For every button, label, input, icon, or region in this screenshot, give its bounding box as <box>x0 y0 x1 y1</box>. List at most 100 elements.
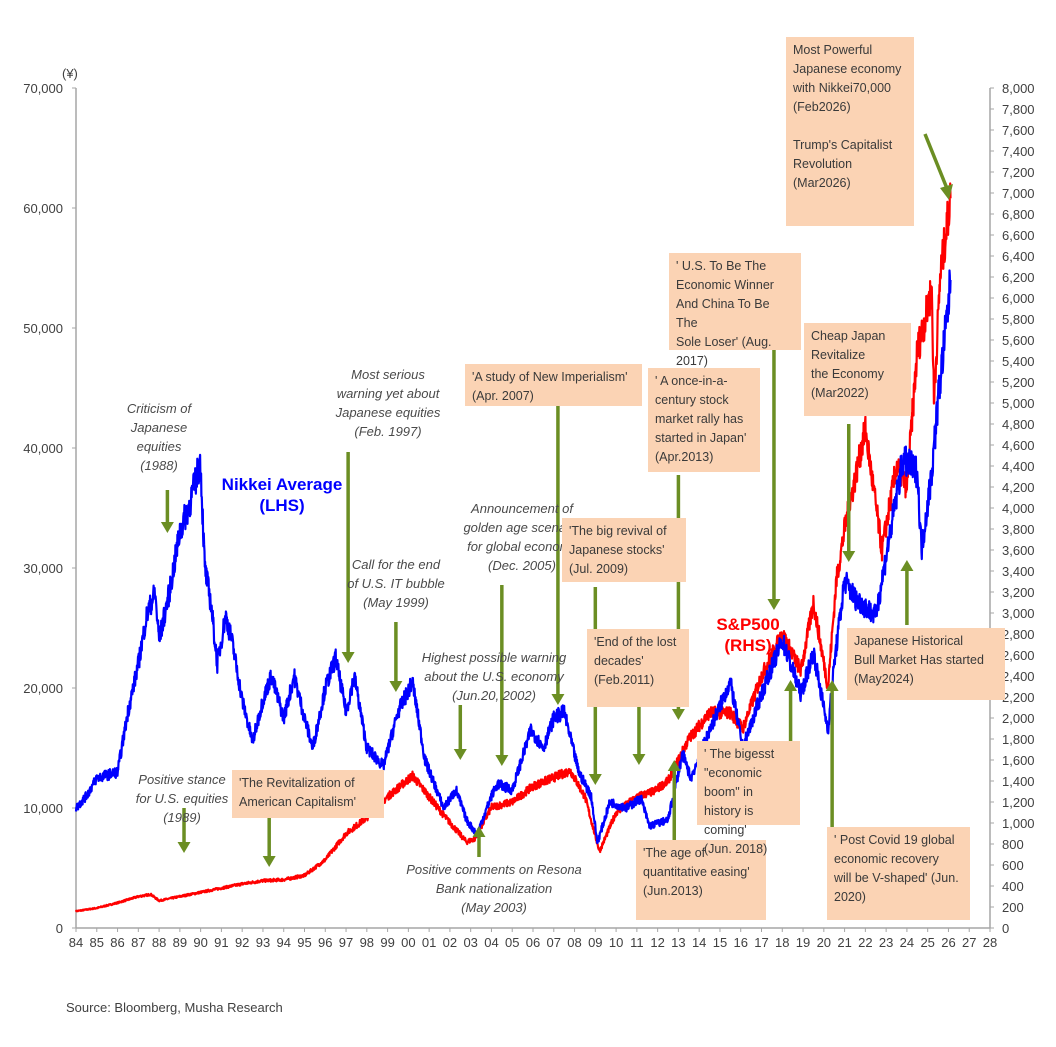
x-tick-label: 92 <box>235 935 249 950</box>
x-tick-label: 12 <box>650 935 664 950</box>
y-right-tick-label: 3,600 <box>1002 543 1035 558</box>
y-right-tick-label: 2,800 <box>1002 627 1035 642</box>
x-tick-label: 05 <box>505 935 519 950</box>
x-tick-label: 11 <box>630 935 644 950</box>
y-left-tick-label: 0 <box>56 921 63 936</box>
y-right-tick-label: 5,000 <box>1002 396 1035 411</box>
arrow-icon <box>767 350 781 610</box>
annotation-new-imperialism-2007: 'A study of New Imperialism' (Apr. 2007) <box>465 364 642 406</box>
annotation-end-it-bubble-1999: Call for the end of U.S. IT bubble (May … <box>347 557 445 610</box>
x-tick-label: 00 <box>401 935 415 950</box>
x-tick-label: 04 <box>484 935 498 950</box>
x-tick-label: 95 <box>297 935 311 950</box>
arrow-icon <box>784 680 798 741</box>
annotation-positive-stance-1989: Positive stance for U.S. equities (1989) <box>135 772 229 825</box>
annotation-criticism-1988: Criticism of Japanese equities (1988) <box>126 401 192 473</box>
arrow-head <box>842 551 856 562</box>
y-right-tick-label: 2,400 <box>1002 669 1035 684</box>
arrow-head <box>825 680 839 691</box>
y-right-tick-label: 800 <box>1002 837 1024 852</box>
y-left-tick-label: 20,000 <box>23 681 63 696</box>
annotation-most-powerful-2026: Most Powerful Japanese economy with Nikk… <box>786 37 914 226</box>
y-right-tick-label: 1,600 <box>1002 753 1035 768</box>
x-tick-label: 24 <box>900 935 914 950</box>
arrow-head <box>632 754 646 765</box>
y-right-tick-label: 3,800 <box>1002 522 1035 537</box>
x-tick-label: 20 <box>817 935 831 950</box>
arrow-icon <box>472 826 486 857</box>
source-note: Source: Bloomberg, Musha Research <box>66 1000 283 1015</box>
x-tick-label: 15 <box>713 935 727 950</box>
arrow-icon <box>453 705 467 760</box>
y-right-tick-label: 6,400 <box>1002 249 1035 264</box>
y-left-tick-label: 40,000 <box>23 441 63 456</box>
y-right-tick-label: 1,200 <box>1002 795 1035 810</box>
annotation-us-economic-winner-2017: ' U.S. To Be The Economic Winner And Chi… <box>669 253 801 368</box>
x-tick-label: 06 <box>526 935 540 950</box>
x-tick-label: 98 <box>360 935 374 950</box>
annotation-most-serious-warning-1997: Most serious warning yet about Japanese … <box>335 367 441 439</box>
x-tick-label: 16 <box>733 935 747 950</box>
arrow-head <box>389 681 403 692</box>
x-tick-label: 18 <box>775 935 789 950</box>
y-right-tick-label: 7,200 <box>1002 165 1035 180</box>
x-tick-label: 26 <box>941 935 955 950</box>
y-right-tick-label: 7,600 <box>1002 123 1035 138</box>
x-tick-label: 13 <box>671 935 685 950</box>
y-right-tick-label: 4,200 <box>1002 480 1035 495</box>
arrow-layer <box>160 133 953 867</box>
y-right-tick-label: 1,400 <box>1002 774 1035 789</box>
x-tick-label: 97 <box>339 935 353 950</box>
y-right-tick-label: 7,400 <box>1002 144 1035 159</box>
y-right-tick-label: 200 <box>1002 900 1024 915</box>
y-left-tick-label: 60,000 <box>23 201 63 216</box>
x-tick-label: 21 <box>837 935 851 950</box>
arrow-icon <box>632 707 646 765</box>
x-tick-label: 94 <box>276 935 290 950</box>
y-right-tick-label: 6,800 <box>1002 207 1035 222</box>
x-tick-label: 90 <box>193 935 207 950</box>
y-right-tick-label: 3,400 <box>1002 564 1035 579</box>
y-right-tick-label: 5,400 <box>1002 354 1035 369</box>
y-right-tick-label: 6,600 <box>1002 228 1035 243</box>
x-tick-label: 01 <box>422 935 436 950</box>
arrow-icon <box>160 490 174 533</box>
annotation-highest-warning-2002: Highest possible warning about the U.S. … <box>421 650 567 703</box>
y-right-tick-label: 7,800 <box>1002 102 1035 117</box>
y-right-tick-label: 6,200 <box>1002 270 1035 285</box>
x-tick-label: 07 <box>547 935 561 950</box>
y-right-tick-label: 7,000 <box>1002 186 1035 201</box>
y-right-tick-label: 2,600 <box>1002 648 1035 663</box>
y-right-tick-label: 4,000 <box>1002 501 1035 516</box>
y-right-tick-label: 5,600 <box>1002 333 1035 348</box>
annotation-once-in-a-century-2013: ' A once-in-a- century stock market rall… <box>648 368 760 472</box>
x-tick-label: 25 <box>920 935 934 950</box>
y-right-tick-label: 5,800 <box>1002 312 1035 327</box>
arrow-icon <box>900 560 914 625</box>
annotation-biggest-boom-2018: ' The bigesst "economic boom" in history… <box>697 741 800 856</box>
y-right-tick-label: 6,000 <box>1002 291 1035 306</box>
nikkei-line <box>74 269 952 845</box>
y-left-tick-label: 10,000 <box>23 801 63 816</box>
arrow-head <box>262 856 276 867</box>
arrow-head <box>472 826 486 837</box>
arrow-head <box>767 599 781 610</box>
annotation-resona-2003: Positive comments on Resona Bank nationa… <box>406 862 582 915</box>
arrow-icon <box>551 406 565 705</box>
arrow-icon <box>341 452 355 663</box>
x-tick-label: 88 <box>152 935 166 950</box>
arrow-head <box>940 184 953 200</box>
x-tick-label: 86 <box>110 935 124 950</box>
arrow-head <box>177 842 191 853</box>
arrow-head <box>784 680 798 691</box>
annotation-big-revival-2009: 'The big revival of Japanese stocks' (Ju… <box>562 518 686 582</box>
x-tick-label: 84 <box>69 935 83 950</box>
arrow-head <box>551 694 565 705</box>
y-right-tick-label: 5,200 <box>1002 375 1035 390</box>
series-layer <box>74 182 952 913</box>
y-right-tick-label: 2,000 <box>1002 711 1035 726</box>
arrow-icon <box>842 424 856 562</box>
arrow-shaft <box>923 133 950 192</box>
arrow-icon <box>262 818 276 867</box>
